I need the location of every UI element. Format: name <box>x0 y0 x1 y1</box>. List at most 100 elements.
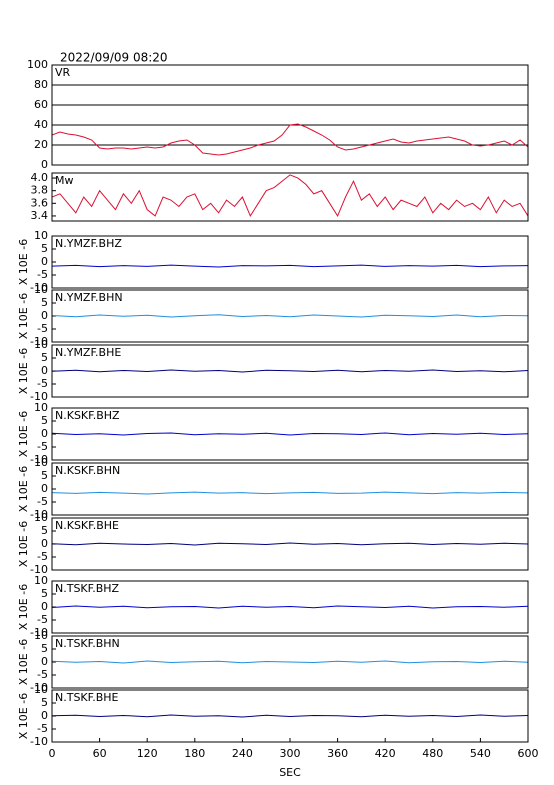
y-tick-label: 5 <box>41 642 48 655</box>
y-tick-label: 3.6 <box>31 196 49 209</box>
y-tick-label: 60 <box>34 98 48 111</box>
x-tick-label: 300 <box>280 747 301 760</box>
y-tick-label: 4.0 <box>31 171 49 184</box>
data-line <box>52 314 528 318</box>
x-tick-label: 180 <box>184 747 205 760</box>
data-line <box>52 491 528 495</box>
y-tick-label: 0 <box>41 537 48 550</box>
panel-label: N.TSKF.BHE <box>55 691 119 704</box>
y-tick-label: -10 <box>30 335 48 348</box>
y-axis-label: X 10E -6 <box>17 348 30 394</box>
panel-frame <box>51 344 529 398</box>
y-tick-label: 10 <box>34 683 48 696</box>
y-tick-label: -5 <box>37 550 48 563</box>
y-tick-label: -10 <box>30 735 48 748</box>
y-tick-label: -10 <box>30 563 48 576</box>
y-tick-label: -5 <box>37 495 48 508</box>
y-tick-label: 10 <box>34 456 48 469</box>
x-tick-label: 540 <box>470 747 491 760</box>
y-axis-label: X 10E -6 <box>17 584 30 630</box>
y-tick-label: 5 <box>41 414 48 427</box>
panel-label: N.YMZF.BHZ <box>55 237 122 250</box>
y-tick-label: 0 <box>41 655 48 668</box>
x-tick-label: 420 <box>375 747 396 760</box>
y-tick-label: 3.4 <box>31 209 49 222</box>
x-tick-label: 240 <box>232 747 253 760</box>
x-tick-label: 120 <box>137 747 158 760</box>
x-tick-label: 360 <box>327 747 348 760</box>
y-axis-label: X 10E -6 <box>17 466 30 512</box>
y-tick-label: 5 <box>41 296 48 309</box>
panel-frame <box>51 172 529 222</box>
data-line <box>52 542 528 546</box>
y-tick-label: -5 <box>37 613 48 626</box>
y-tick-label: 5 <box>41 242 48 255</box>
y-tick-label: 3.8 <box>31 184 49 197</box>
y-tick-label: 40 <box>34 118 48 131</box>
y-tick-label: 0 <box>41 255 48 268</box>
y-tick-label: 0 <box>41 427 48 440</box>
y-axis-label: X 10E -6 <box>17 521 30 567</box>
y-axis-label: X 10E -6 <box>17 293 30 339</box>
y-tick-label: 0 <box>41 158 48 171</box>
data-line <box>52 174 528 218</box>
data-line <box>52 660 528 664</box>
chart-title: 2022/09/09 08:20 <box>60 51 168 65</box>
y-tick-label: 0 <box>41 709 48 722</box>
y-tick-label: -5 <box>37 440 48 453</box>
data-line <box>52 369 528 373</box>
data-line <box>52 123 528 156</box>
panel-frame <box>51 689 529 743</box>
y-tick-label: -10 <box>30 390 48 403</box>
y-tick-label: -5 <box>37 668 48 681</box>
y-tick-label: 10 <box>34 511 48 524</box>
y-tick-label: 5 <box>41 524 48 537</box>
panel-label: N.KSKF.BHN <box>55 464 120 477</box>
y-tick-label: -10 <box>30 681 48 694</box>
panel-label: VR <box>55 66 71 79</box>
x-tick-label: 480 <box>422 747 443 760</box>
y-tick-label: -5 <box>37 268 48 281</box>
data-line <box>52 714 528 718</box>
y-tick-label: -5 <box>37 377 48 390</box>
y-tick-label: 5 <box>41 696 48 709</box>
y-tick-label: 10 <box>34 229 48 242</box>
y-tick-label: 20 <box>34 138 48 151</box>
panel-label: N.KSKF.BHZ <box>55 409 120 422</box>
y-tick-label: 10 <box>34 574 48 587</box>
y-tick-label: 5 <box>41 587 48 600</box>
panel-frame <box>51 235 529 289</box>
y-axis-label: X 10E -6 <box>17 639 30 685</box>
panel-label: N.YMZF.BHN <box>55 291 123 304</box>
panel-frame <box>51 64 529 166</box>
y-tick-label: -10 <box>30 508 48 521</box>
y-tick-label: 5 <box>41 469 48 482</box>
x-tick-label: 60 <box>93 747 107 760</box>
y-tick-label: -10 <box>30 453 48 466</box>
panel-label: N.TSKF.BHN <box>55 637 120 650</box>
y-tick-label: 10 <box>34 283 48 296</box>
y-tick-label: 5 <box>41 351 48 364</box>
y-tick-label: 80 <box>34 78 48 91</box>
y-tick-label: 0 <box>41 309 48 322</box>
y-tick-label: 100 <box>27 58 48 71</box>
y-tick-label: 10 <box>34 629 48 642</box>
y-tick-label: 0 <box>41 482 48 495</box>
data-line <box>52 432 528 436</box>
y-tick-label: -5 <box>37 322 48 335</box>
y-tick-label: 10 <box>34 401 48 414</box>
data-line <box>52 264 528 268</box>
y-tick-label: 0 <box>41 364 48 377</box>
x-axis-label: SEC <box>279 766 301 779</box>
panel-frame <box>51 462 529 516</box>
data-line <box>52 605 528 609</box>
panel-label: N.KSKF.BHE <box>55 519 119 532</box>
panel-label: Mw <box>55 174 74 187</box>
panel-frame <box>51 580 529 634</box>
panel-label: N.YMZF.BHE <box>55 346 121 359</box>
y-tick-label: -10 <box>30 281 48 294</box>
panel-frame <box>51 635 529 689</box>
x-tick-label: 0 <box>49 747 56 760</box>
